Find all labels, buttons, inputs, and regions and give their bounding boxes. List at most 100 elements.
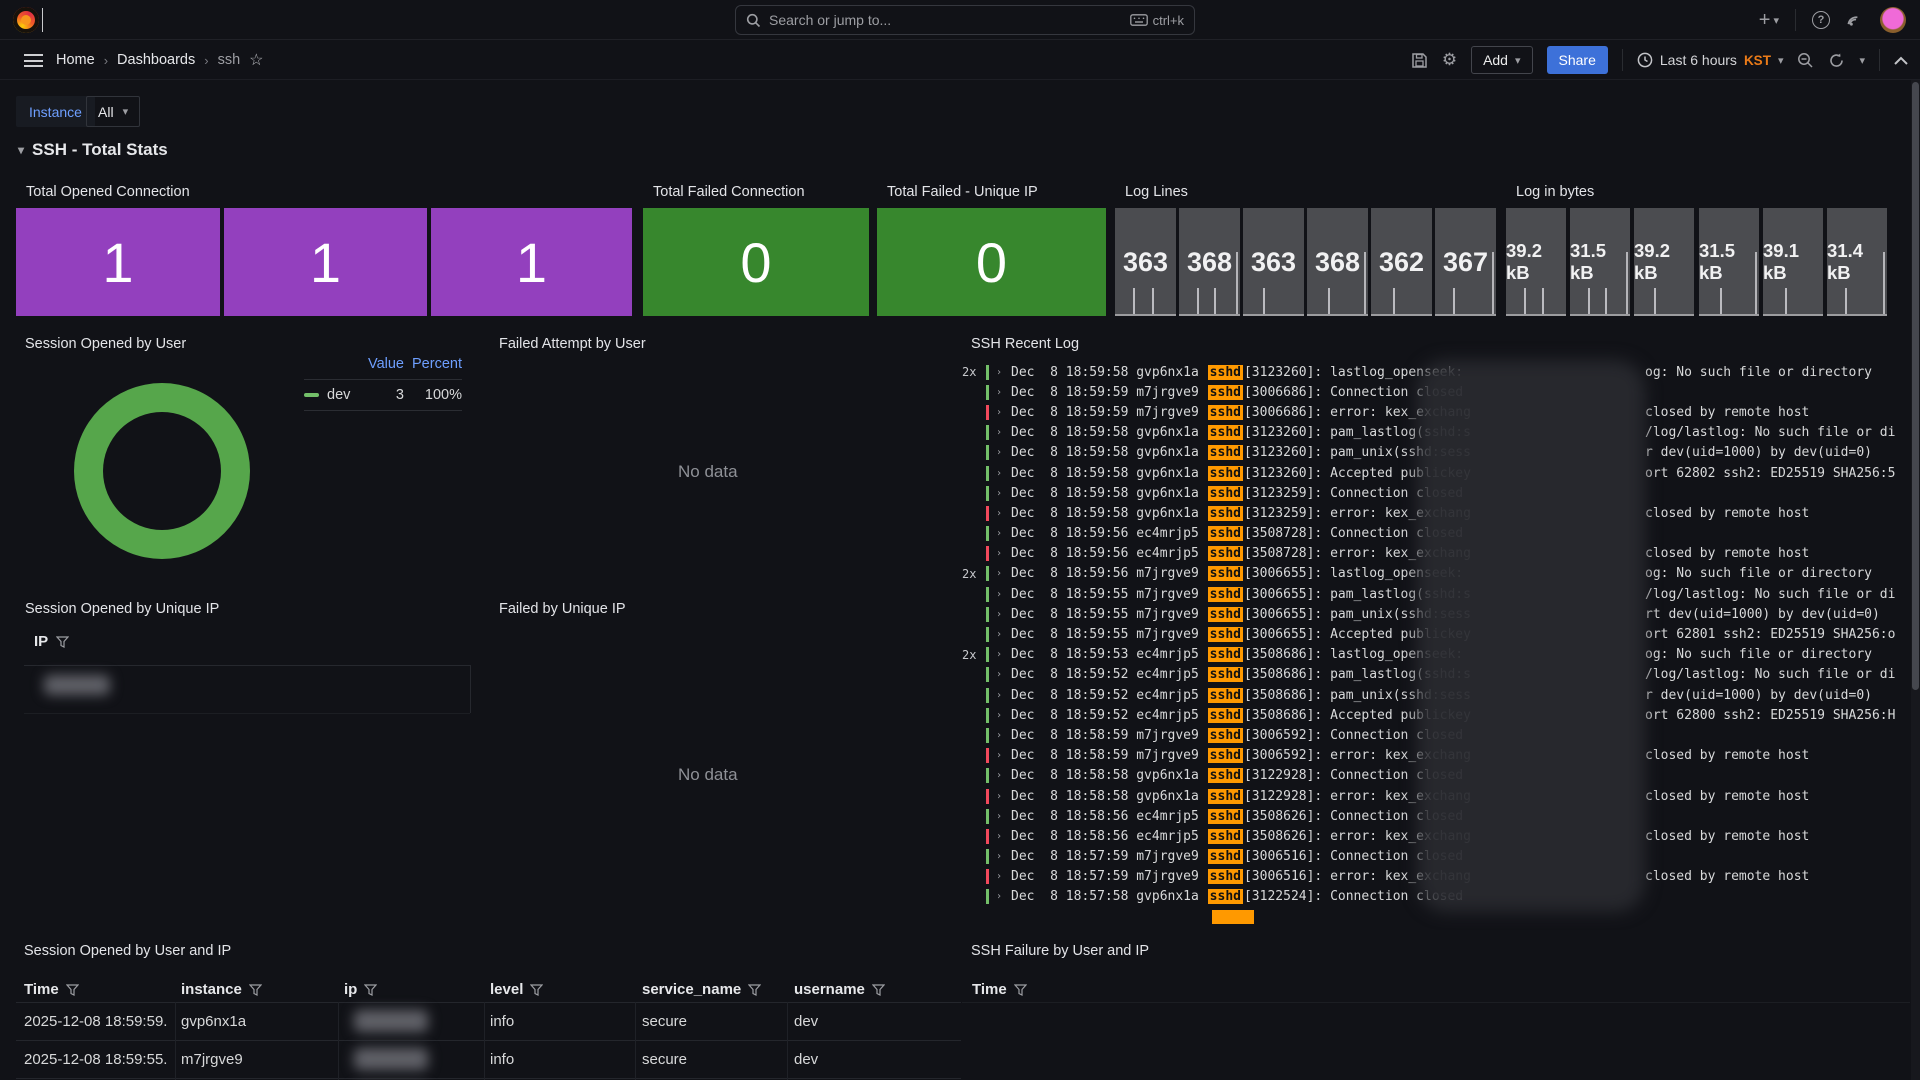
- stat-value: 368: [1187, 247, 1232, 278]
- filter-icon[interactable]: [530, 984, 543, 996]
- refresh-icon[interactable]: [1828, 52, 1845, 69]
- collapse-toolbar-icon[interactable]: [1894, 56, 1908, 65]
- section-ssh-total-stats[interactable]: ▾SSH - Total Stats: [18, 140, 168, 160]
- column-header-service_name[interactable]: service_name: [642, 981, 761, 998]
- stat-log-lines-5[interactable]: 362: [1371, 208, 1432, 316]
- expand-chevron-icon[interactable]: ›: [996, 750, 1011, 761]
- stat-log-bytes-1[interactable]: 39.2 kB: [1506, 208, 1566, 316]
- expand-chevron-icon[interactable]: ›: [996, 891, 1011, 902]
- stat-total-opened-2[interactable]: 1: [224, 208, 427, 316]
- expand-chevron-icon[interactable]: ›: [996, 589, 1011, 600]
- column-header-username[interactable]: username: [794, 981, 885, 998]
- panel-failed-attempt-by-user: Failed Attempt by User No data: [490, 330, 945, 585]
- save-icon[interactable]: [1411, 52, 1428, 69]
- column-header-time[interactable]: Time: [972, 981, 1027, 998]
- sshd-highlight-chip: sshd: [1208, 829, 1243, 844]
- filter-icon[interactable]: [66, 984, 79, 996]
- filter-icon[interactable]: [872, 984, 885, 996]
- expand-chevron-icon[interactable]: ›: [996, 831, 1011, 842]
- column-header-ip[interactable]: ip: [344, 981, 377, 998]
- log-level-bar: [986, 889, 989, 904]
- stat-log-bytes-4[interactable]: 31.5 kB: [1699, 208, 1759, 316]
- stat-total-opened-1[interactable]: 1: [16, 208, 220, 316]
- expand-chevron-icon[interactable]: ›: [996, 871, 1011, 882]
- filter-icon[interactable]: [748, 984, 761, 996]
- legend-header-percent[interactable]: Percent: [404, 356, 462, 372]
- search-input[interactable]: Search or jump to... ctrl+k: [735, 5, 1195, 35]
- filter-icon[interactable]: [1014, 984, 1027, 996]
- zoom-out-icon[interactable]: [1797, 52, 1814, 69]
- expand-chevron-icon[interactable]: ›: [996, 548, 1011, 559]
- stat-total-opened-3[interactable]: 1: [431, 208, 632, 316]
- expand-chevron-icon[interactable]: ›: [996, 669, 1011, 680]
- stat-log-lines-2[interactable]: 368: [1179, 208, 1240, 316]
- filter-icon[interactable]: [364, 984, 377, 996]
- expand-chevron-icon[interactable]: ›: [996, 609, 1011, 620]
- refresh-interval-dropdown[interactable]: ▾: [1859, 54, 1865, 67]
- new-dashboard-button[interactable]: + ▾: [1759, 9, 1779, 32]
- breadcrumb-dashboards[interactable]: Dashboards: [117, 52, 195, 68]
- variable-instance-dropdown[interactable]: All▾: [86, 96, 140, 127]
- log-message-tail: r dev(uid=1000) by dev(uid=0): [1645, 445, 1872, 460]
- expand-chevron-icon[interactable]: ›: [996, 488, 1011, 499]
- grafana-logo[interactable]: [13, 7, 39, 33]
- news-icon[interactable]: [1846, 11, 1864, 29]
- expand-chevron-icon[interactable]: ›: [996, 528, 1011, 539]
- stat-log-bytes-6[interactable]: 31.4 kB: [1827, 208, 1887, 316]
- clipped-log-chip: [1212, 910, 1254, 924]
- expand-chevron-icon[interactable]: ›: [996, 468, 1011, 479]
- column-label: ip: [344, 981, 357, 998]
- expand-chevron-icon[interactable]: ›: [996, 387, 1011, 398]
- settings-gear-icon[interactable]: ⚙: [1442, 50, 1457, 70]
- user-avatar[interactable]: [1880, 7, 1906, 33]
- legend-header-value[interactable]: Value: [360, 356, 404, 372]
- share-button[interactable]: Share: [1547, 46, 1608, 74]
- stat-log-lines-3[interactable]: 363: [1243, 208, 1304, 316]
- column-header-level[interactable]: level: [490, 981, 543, 998]
- sparkline-tick: [1720, 288, 1722, 314]
- column-divider: [175, 1002, 176, 1040]
- stat-failed-unique-ip[interactable]: 0: [877, 208, 1106, 316]
- filter-icon[interactable]: [56, 636, 69, 648]
- column-header-instance[interactable]: instance: [181, 981, 262, 998]
- menu-icon[interactable]: [24, 54, 43, 67]
- legend-row-dev[interactable]: dev 3 100%: [304, 379, 462, 411]
- expand-chevron-icon[interactable]: ›: [996, 629, 1011, 640]
- expand-chevron-icon[interactable]: ›: [996, 690, 1011, 701]
- stat-log-lines-6[interactable]: 367: [1435, 208, 1496, 316]
- sshd-highlight-chip: sshd: [1208, 708, 1243, 723]
- expand-chevron-icon[interactable]: ›: [996, 791, 1011, 802]
- expand-chevron-icon[interactable]: ›: [996, 851, 1011, 862]
- expand-chevron-icon[interactable]: ›: [996, 710, 1011, 721]
- filter-icon[interactable]: [249, 984, 262, 996]
- page-scrollbar[interactable]: [1911, 80, 1920, 1080]
- expand-chevron-icon[interactable]: ›: [996, 447, 1011, 458]
- stat-log-bytes-2[interactable]: 31.5 kB: [1570, 208, 1630, 316]
- help-icon[interactable]: ?: [1812, 11, 1830, 29]
- favorite-star-icon[interactable]: ☆: [249, 50, 263, 70]
- add-button[interactable]: Add▾: [1471, 46, 1532, 74]
- time-range-picker[interactable]: Last 6 hours KST ▾: [1637, 52, 1784, 68]
- stat-total-failed[interactable]: 0: [643, 208, 869, 316]
- expand-chevron-icon[interactable]: ›: [996, 730, 1011, 741]
- log-timestamp-host: Dec 8 18:59:58 gvp6nx1a: [1011, 425, 1207, 440]
- expand-chevron-icon[interactable]: ›: [996, 811, 1011, 822]
- expand-chevron-icon[interactable]: ›: [996, 367, 1011, 378]
- pie-chart-sessions[interactable]: [74, 383, 250, 559]
- column-header-ip[interactable]: IP: [34, 633, 69, 650]
- stat-log-lines-4[interactable]: 368: [1307, 208, 1368, 316]
- expand-chevron-icon[interactable]: ›: [996, 568, 1011, 579]
- log-pid: [3508686]:: [1244, 667, 1330, 682]
- stat-log-lines-1[interactable]: 363: [1115, 208, 1176, 316]
- breadcrumb-home[interactable]: Home: [56, 52, 95, 68]
- stat-log-bytes-3[interactable]: 39.2 kB: [1634, 208, 1694, 316]
- scrollbar-thumb[interactable]: [1912, 82, 1919, 690]
- stat-log-bytes-5[interactable]: 39.1 kB: [1763, 208, 1823, 316]
- column-header-time[interactable]: Time: [24, 981, 79, 998]
- expand-chevron-icon[interactable]: ›: [996, 649, 1011, 660]
- expand-chevron-icon[interactable]: ›: [996, 770, 1011, 781]
- expand-chevron-icon[interactable]: ›: [996, 407, 1011, 418]
- expand-chevron-icon[interactable]: ›: [996, 427, 1011, 438]
- sshd-highlight-chip: sshd: [1208, 506, 1243, 521]
- expand-chevron-icon[interactable]: ›: [996, 508, 1011, 519]
